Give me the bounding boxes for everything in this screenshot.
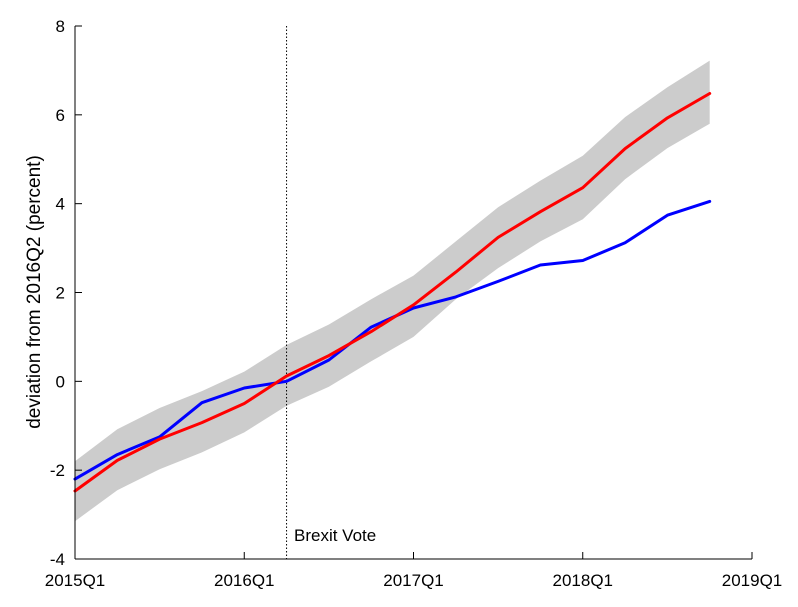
- y-tick-label: -2: [50, 461, 65, 480]
- x-tick-label: 2019Q1: [722, 571, 783, 590]
- series-layer: [73, 92, 712, 493]
- x-tick-label: 2017Q1: [383, 571, 444, 590]
- y-tick-label: -4: [50, 550, 65, 569]
- series-line-2: [73, 92, 712, 493]
- y-tick-label: 6: [56, 106, 65, 125]
- x-tick-label: 2018Q1: [553, 571, 614, 590]
- confidence-band-layer: [75, 60, 710, 522]
- axes: -4 -2 0 2 4 6 8 2015Q1 2016Q1 2017Q1 2018Q1 2019Q1: [45, 17, 783, 590]
- y-axis-label: deviation from 2016Q2 (percent): [24, 155, 45, 429]
- y-tick-label: 0: [56, 372, 65, 391]
- x-tick-label: 2015Q1: [45, 571, 106, 590]
- brexit-vote-label: Brexit Vote: [294, 526, 376, 545]
- y-tick-label: 8: [56, 17, 65, 36]
- x-tick-label: 2016Q1: [214, 571, 275, 590]
- confidence-band: [75, 60, 710, 522]
- y-tick-label: 4: [56, 195, 65, 214]
- y-tick-label: 2: [56, 284, 65, 303]
